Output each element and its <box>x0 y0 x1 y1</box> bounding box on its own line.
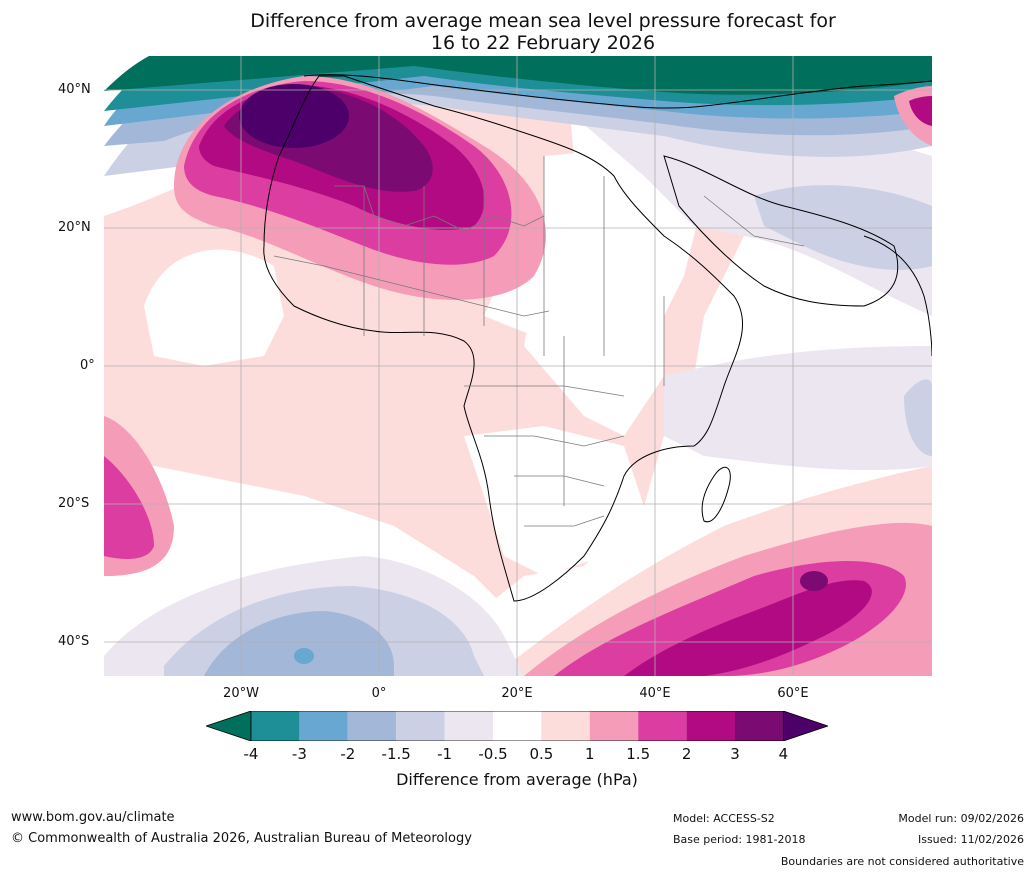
pressure-anomaly-map <box>104 56 932 676</box>
anomaly-neutral-centre <box>464 426 644 576</box>
anomaly-neg-1-indian-ocean <box>904 379 932 456</box>
lat-label-20n: 20°N <box>58 220 91 235</box>
india-coastline <box>863 235 932 357</box>
coastlines <box>263 74 932 602</box>
anomaly-pos-2-south-indian <box>624 580 872 676</box>
colorbar-swatch <box>444 711 493 741</box>
colorbar-tick-label: 3 <box>730 745 740 763</box>
country-borders <box>273 156 805 527</box>
colorbar-swatch <box>686 711 735 741</box>
base-period: Base period: 1981-2018 <box>673 833 806 846</box>
boundaries-disclaimer: Boundaries are not considered authoritat… <box>780 855 1024 868</box>
colorbar-tick-label: 1.5 <box>626 745 651 763</box>
website-link[interactable]: www.bom.gov.au/climate <box>11 810 175 825</box>
colorbar-tick-label: 4 <box>778 745 789 763</box>
anomaly-pos-1.5-west <box>104 456 154 559</box>
africa-coastline <box>263 75 743 602</box>
colorbar-outline <box>250 711 784 741</box>
anomaly-pos-4-sahara <box>239 84 349 148</box>
anomaly-neg-1-arabia <box>754 185 932 270</box>
colorbar-tick-label: -0.5 <box>478 745 508 763</box>
lon-label-20e: 20°E <box>501 686 533 701</box>
anomaly-neg-1.5-south-atlantic <box>204 611 394 676</box>
lon-label-40e: 40°E <box>639 686 671 701</box>
colorbar <box>206 711 828 741</box>
issued-date: Issued: 11/02/2026 <box>917 833 1024 846</box>
colorbar-extend-low <box>206 711 252 741</box>
colorbar-swatch <box>299 711 348 741</box>
lat-label-20s: 20°S <box>58 496 90 511</box>
anomaly-neg-0.5-indian-ocean <box>664 346 932 471</box>
colorbar-swatch <box>396 711 445 741</box>
anomaly-pos-3-south-indian <box>800 571 828 591</box>
colorbar-tick-label: -2 <box>340 745 356 763</box>
colorbar-tick-label: -1 <box>437 745 453 763</box>
madagascar-coastline <box>701 466 731 523</box>
colorbar-tick-label: 2 <box>681 745 692 763</box>
colorbar-tick-label: 1 <box>585 745 595 763</box>
lon-label-0: 0° <box>371 686 387 701</box>
colorbar-tick-label: -3 <box>291 745 307 763</box>
anomaly-pos-northeast-core <box>909 96 932 126</box>
title-line-2: 16 to 22 February 2026 <box>430 32 656 54</box>
colorbar-swatch <box>347 711 397 741</box>
arabia-coastline <box>663 155 899 307</box>
colorbar-tick-label: 0.5 <box>529 745 554 763</box>
colorbar-swatch <box>638 711 687 741</box>
anomaly-neutral-africa <box>484 146 704 336</box>
colorbar-tick-label: -1.5 <box>381 745 411 763</box>
title-line-1: Difference from average mean sea level p… <box>250 10 836 32</box>
anomaly-neg-0.5-middle-east <box>574 112 932 316</box>
lon-label-20w: 20°W <box>223 686 259 701</box>
europe-coastline <box>303 74 932 109</box>
model-run-date: Model run: 09/02/2026 <box>898 812 1024 825</box>
graticule <box>104 56 932 676</box>
copyright-text: © Commonwealth of Australia 2026, Austra… <box>11 831 472 846</box>
colorbar-extend-high <box>783 711 828 741</box>
lat-label-40s: 40°S <box>58 634 90 649</box>
lon-label-60e: 60°E <box>777 686 809 701</box>
lat-label-0: 0° <box>80 358 95 373</box>
anomaly-neg-north-band-5 <box>104 56 932 95</box>
colorbar-label: Difference from average (hPa) <box>396 770 638 789</box>
anomaly-neg-2-cell <box>294 648 314 664</box>
colorbar-swatch <box>493 711 542 741</box>
anomaly-neutral-west <box>144 249 284 366</box>
colorbar-swatch <box>541 711 590 741</box>
colorbar-swatch <box>589 711 639 741</box>
lat-label-40n: 40°N <box>58 82 91 97</box>
colorbar-tick-label: -4 <box>243 745 259 763</box>
colorbar-swatch <box>735 711 784 741</box>
model-name: Model: ACCESS-S2 <box>673 812 775 825</box>
colorbar-swatch <box>251 711 300 741</box>
map-title: Difference from average mean sea level p… <box>100 10 986 54</box>
